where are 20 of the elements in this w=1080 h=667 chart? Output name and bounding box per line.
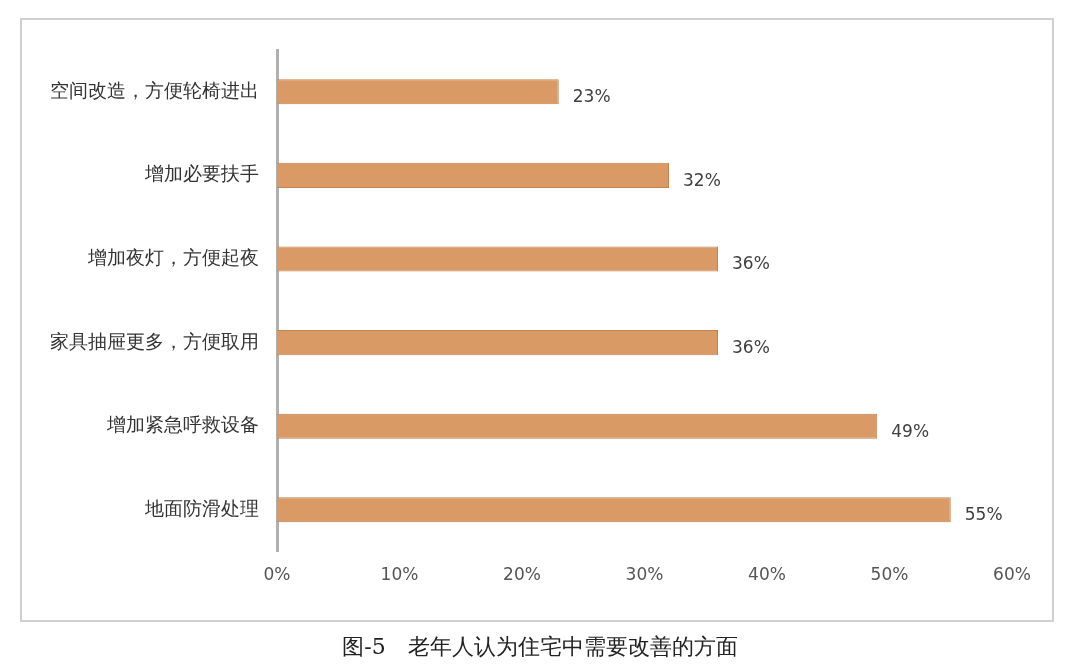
x-tick-label: 30% — [625, 564, 664, 585]
y-tick-label: 空间改造，方便轮椅进出 — [50, 78, 259, 101]
text: 图-5 老年人认为住宅中需要改善的方面 — [341, 633, 739, 661]
data-label: 23% — [572, 86, 611, 107]
x-tick-label: 50% — [870, 564, 909, 585]
y-tick-label: 地面防滑处理 — [144, 496, 259, 519]
data-label: 36% — [732, 337, 770, 358]
y-tick-label: 增加夜灯，方便起夜 — [87, 245, 259, 268]
y-tick-label: 家具抽屉更多，方便取用 — [50, 329, 259, 352]
y-tick-label: 增加紧急呼救设备 — [106, 413, 259, 436]
y-tick-label: 增加必要扶手 — [144, 162, 259, 185]
data-label: 55% — [964, 504, 1003, 525]
x-tick-label: 40% — [748, 564, 786, 585]
data-label: 36% — [732, 253, 770, 274]
x-tick-label: 10% — [380, 564, 419, 585]
data-label: 49% — [891, 420, 930, 441]
x-tick-label: 60% — [993, 564, 1031, 585]
x-tick-label: 0% — [263, 564, 291, 585]
data-label: 32% — [683, 169, 721, 190]
x-tick-label: 20% — [503, 564, 541, 585]
